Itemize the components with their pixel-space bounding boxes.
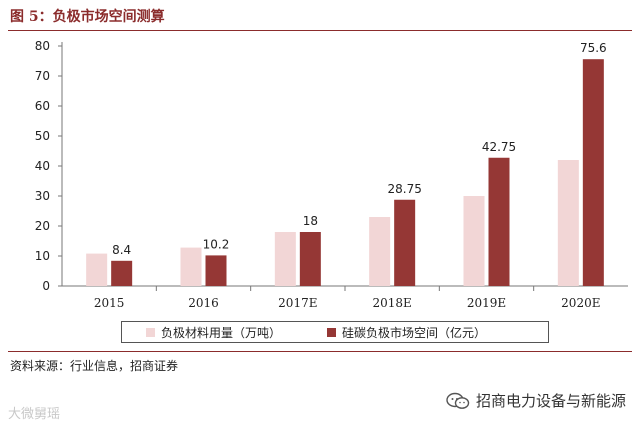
y-tick-label: 80	[35, 39, 50, 53]
y-tick-label: 40	[35, 159, 50, 173]
bar-market	[394, 199, 416, 286]
bar-usage	[86, 253, 108, 286]
top-divider	[8, 30, 632, 31]
y-tick-label: 50	[35, 129, 50, 143]
watermark-text: 大微舅瑶	[8, 407, 61, 422]
y-tick-label: 60	[35, 99, 50, 113]
x-tick-label: 2016	[188, 296, 219, 310]
x-tick-label: 2018E	[373, 296, 412, 310]
bar-market	[488, 157, 510, 286]
wechat-icon	[446, 392, 470, 410]
bar-usage	[180, 247, 202, 286]
x-tick-label: 2020E	[561, 296, 600, 310]
legend-item-usage: 负极材料用量（万吨）	[146, 324, 281, 341]
bar-usage	[557, 160, 579, 286]
data-label: 28.75	[387, 182, 421, 196]
y-tick-label: 70	[35, 69, 50, 83]
bar-usage	[274, 232, 296, 286]
bar-usage	[369, 217, 391, 286]
data-label: 18	[303, 214, 318, 228]
bar-market	[299, 232, 321, 286]
bar-market	[111, 260, 133, 286]
wechat-account-name: 招商电力设备与新能源	[475, 392, 626, 410]
data-label: 10.2	[203, 237, 230, 251]
figure-title: 图 5：负极市场空间测算	[10, 9, 165, 25]
bar-market	[582, 59, 604, 287]
legend-item-market: 硅碳负极市场空间（亿元）	[327, 324, 486, 341]
bar-chart: 0 10 20 30 40 50 60 70 80 8.4 2015 10.2 2016 18 2017E 2…	[35, 39, 628, 310]
source-note: 资料来源：行业信息，招商证券	[10, 359, 179, 373]
legend-label-usage: 负极材料用量（万吨）	[161, 325, 282, 340]
wechat-account[interactable]: 招商电力设备与新能源	[446, 390, 626, 411]
x-tick-label: 2019E	[467, 296, 506, 310]
y-tick-label: 10	[35, 249, 50, 263]
legend-label-market: 硅碳负极市场空间（亿元）	[342, 325, 487, 340]
bar-market	[205, 255, 227, 286]
legend-swatch-market	[327, 327, 337, 337]
bar-usage	[463, 196, 485, 286]
y-tick-label: 0	[42, 279, 50, 293]
data-label: 8.4	[112, 243, 131, 257]
chart-legend: 负极材料用量（万吨） 硅碳负极市场空间（亿元）	[121, 321, 549, 343]
x-tick-label: 2015	[94, 296, 125, 310]
y-tick-label: 30	[35, 189, 50, 203]
y-tick-label: 20	[35, 219, 50, 233]
bottom-divider	[8, 351, 632, 352]
data-label: 75.6	[580, 41, 607, 55]
legend-swatch-usage	[146, 327, 155, 337]
x-tick-label: 2017E	[278, 296, 317, 310]
data-label: 42.75	[482, 140, 516, 154]
